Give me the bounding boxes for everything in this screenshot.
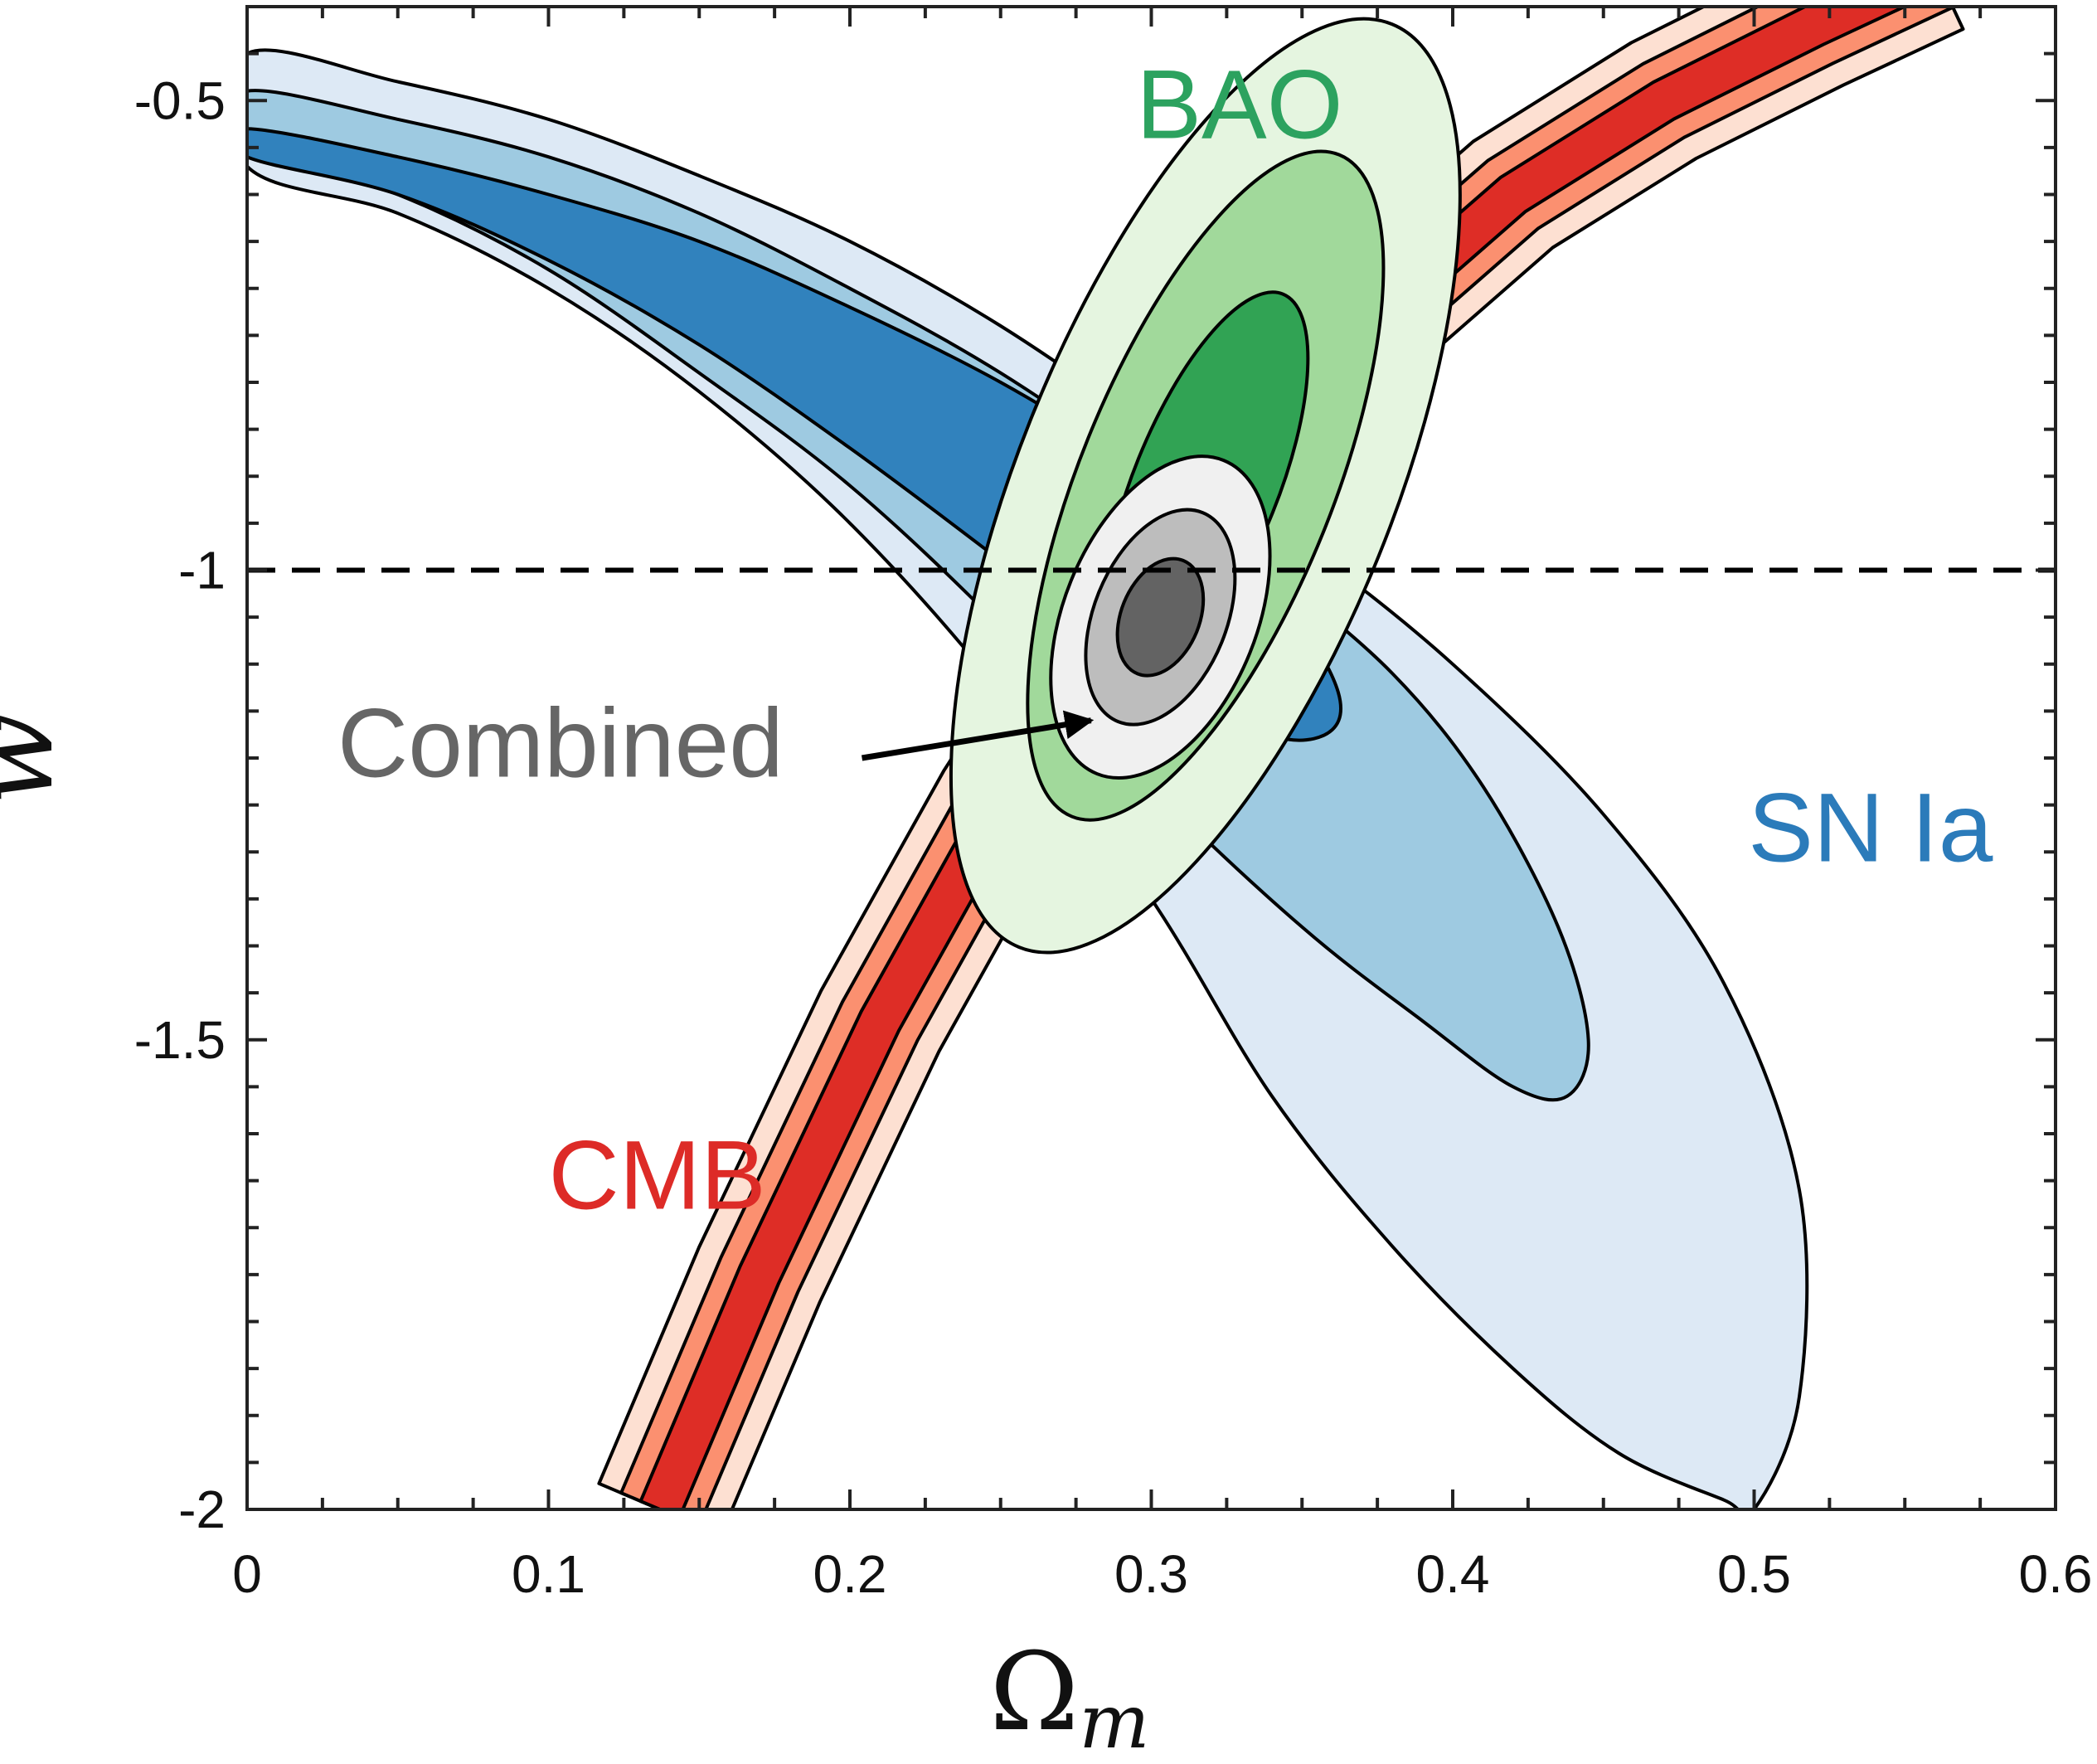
contour-layer bbox=[247, 7, 1965, 1509]
combined-contours bbox=[1049, 454, 1272, 780]
annotation-layer: BAO SN Ia CMB Combined bbox=[337, 51, 1993, 1231]
axis-ticks bbox=[245, 5, 2057, 1511]
x-axis-title-main: Ω bbox=[989, 1629, 1079, 1755]
x-tick-label: 0.1 bbox=[512, 1544, 585, 1604]
y-tick-label: -2 bbox=[178, 1480, 226, 1539]
sn-ia-contour-3sigma bbox=[247, 48, 1809, 1509]
x-tick-label: 0.5 bbox=[1717, 1544, 1791, 1604]
y-tick-label: -0.5 bbox=[134, 70, 226, 130]
x-tick-label: 0 bbox=[232, 1544, 262, 1604]
tick-labels: 0 0.1 0.2 0.3 0.4 0.5 0.6 -0.5 -1 -1.5 -2 bbox=[134, 70, 2093, 1604]
combined-ellipse-1sigma bbox=[1115, 556, 1206, 678]
x-tick-label: 0.4 bbox=[1416, 1544, 1490, 1604]
x-tick-label: 0.3 bbox=[1114, 1544, 1188, 1604]
x-axis-title: Ωm bbox=[989, 1629, 1149, 1764]
bao-label: BAO bbox=[1136, 51, 1342, 160]
sn-ia-contour-2sigma bbox=[247, 89, 1590, 1102]
cmb-label: CMB bbox=[549, 1121, 766, 1231]
combined-arrow bbox=[861, 710, 1095, 761]
sn-ia-label: SN Ia bbox=[1748, 774, 1993, 883]
x-tick-label: 0.6 bbox=[2019, 1544, 2093, 1604]
y-axis-title: w bbox=[0, 712, 77, 804]
x-tick-label: 0.2 bbox=[813, 1544, 887, 1604]
y-tick-label: -1 bbox=[178, 541, 226, 600]
y-tick-label: -1.5 bbox=[134, 1010, 226, 1070]
combined-label: Combined bbox=[337, 689, 784, 799]
x-axis-title-subscript: m bbox=[1079, 1679, 1149, 1764]
